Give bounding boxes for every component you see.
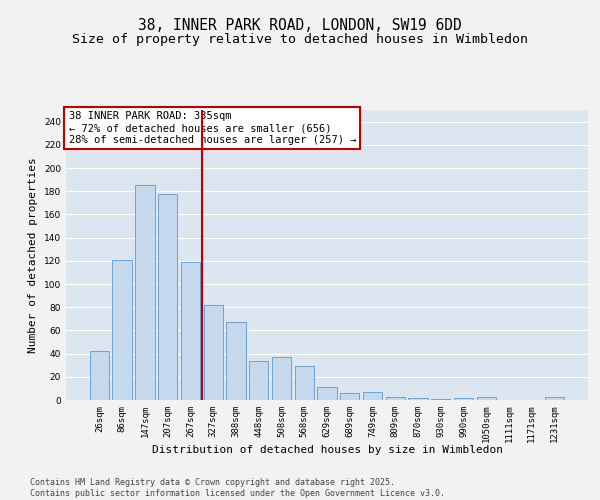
- Text: Contains HM Land Registry data © Crown copyright and database right 2025.
Contai: Contains HM Land Registry data © Crown c…: [30, 478, 445, 498]
- Bar: [249, 360, 268, 400]
- Bar: [90, 352, 109, 400]
- Bar: [295, 366, 314, 400]
- Bar: [340, 393, 359, 400]
- X-axis label: Distribution of detached houses by size in Wimbledon: Distribution of detached houses by size …: [151, 446, 503, 456]
- Bar: [545, 396, 564, 400]
- Bar: [454, 398, 473, 400]
- Text: Size of property relative to detached houses in Wimbledon: Size of property relative to detached ho…: [72, 32, 528, 46]
- Text: 38, INNER PARK ROAD, LONDON, SW19 6DD: 38, INNER PARK ROAD, LONDON, SW19 6DD: [138, 18, 462, 32]
- Bar: [386, 396, 405, 400]
- Bar: [181, 262, 200, 400]
- Bar: [158, 194, 178, 400]
- Bar: [409, 398, 428, 400]
- Y-axis label: Number of detached properties: Number of detached properties: [28, 157, 38, 353]
- Bar: [476, 396, 496, 400]
- Text: 38 INNER PARK ROAD: 335sqm
← 72% of detached houses are smaller (656)
28% of sem: 38 INNER PARK ROAD: 335sqm ← 72% of deta…: [68, 112, 356, 144]
- Bar: [135, 186, 155, 400]
- Bar: [203, 305, 223, 400]
- Bar: [272, 357, 291, 400]
- Bar: [431, 399, 451, 400]
- Bar: [317, 387, 337, 400]
- Bar: [112, 260, 132, 400]
- Bar: [226, 322, 245, 400]
- Bar: [363, 392, 382, 400]
